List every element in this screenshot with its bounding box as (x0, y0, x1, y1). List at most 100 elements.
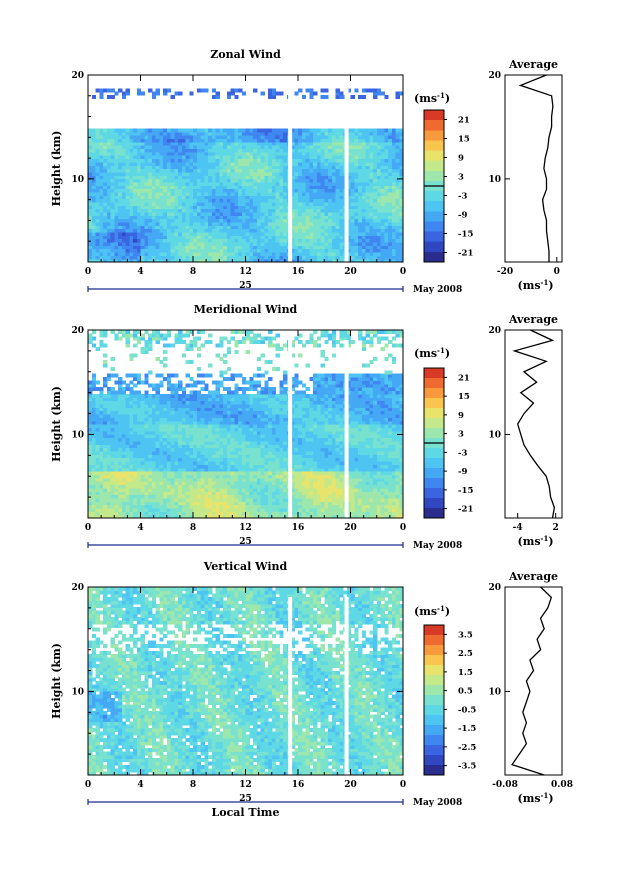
heatmap-cell (223, 205, 228, 210)
heatmap-cell (163, 424, 168, 428)
heatmap-cell (163, 88, 168, 93)
heatmap-cell (234, 211, 239, 216)
heatmap-cell (136, 494, 142, 499)
heatmap-cell (106, 491, 112, 496)
heatmap-cell (110, 258, 115, 263)
heatmap-cell (211, 158, 217, 163)
heatmap-cell (106, 128, 112, 133)
heatmap-cell (253, 215, 258, 220)
heatmap-cell (324, 131, 329, 136)
heatmap-cell (313, 228, 318, 233)
heatmap-cell (309, 138, 314, 143)
heatmap-cell (399, 131, 404, 136)
heatmap-cell (249, 195, 254, 200)
heatmap-cell (271, 201, 277, 206)
heatmap-cell (159, 131, 164, 136)
heatmap-cell (166, 158, 172, 163)
heatmap-cell (301, 155, 307, 160)
heatmap-cell (196, 225, 202, 230)
heatmap-cell (133, 511, 138, 516)
heatmap-cell (129, 481, 134, 486)
heatmap-cell (234, 175, 239, 180)
heatmap-cell (125, 211, 130, 216)
heatmap-cell (223, 165, 228, 170)
heatmap-cell (204, 205, 209, 210)
heatmap-cell (384, 221, 389, 226)
heatmap-cell (226, 181, 232, 186)
heatmap-cell (163, 413, 168, 418)
heatmap-cell (178, 471, 183, 475)
heatmap-cell (99, 410, 104, 415)
heatmap-cell (200, 477, 205, 482)
heatmap-cell (103, 427, 108, 432)
heatmap-cell (373, 128, 378, 133)
heatmap-cell (204, 158, 209, 163)
heatmap-cell (185, 333, 190, 338)
heatmap-cell (275, 195, 280, 200)
heatmap-cell (129, 221, 134, 226)
heatmap-cell (118, 407, 123, 412)
heatmap-cell (189, 158, 194, 163)
heatmap-cell (189, 457, 194, 462)
heatmap-cell (324, 128, 329, 133)
heatmap-cell (324, 225, 329, 230)
heatmap-cell (361, 88, 367, 93)
heatmap-cell (283, 225, 288, 230)
heatmap-cell (376, 191, 382, 196)
heatmap-cell (103, 221, 108, 226)
heatmap-cell (223, 255, 228, 260)
heatmap-cell (373, 171, 378, 176)
heatmap-cell (219, 208, 224, 213)
heatmap-cell (174, 393, 179, 398)
heatmap-cell (136, 148, 142, 153)
heatmap-cell (271, 88, 277, 93)
heatmap-cell (166, 491, 172, 496)
heatmap-cell (159, 248, 164, 253)
heatmap-cell (91, 188, 97, 193)
heatmap-cell (159, 467, 164, 472)
heatmap-cell (298, 155, 303, 160)
heatmap-cell (114, 175, 119, 180)
heatmap-cell (106, 471, 112, 475)
heatmap-cell (354, 245, 359, 250)
heatmap-cell (320, 178, 325, 183)
heatmap-cell (200, 131, 205, 136)
heatmap-cell (354, 148, 359, 153)
heatmap-cell (129, 218, 134, 223)
heatmap-cell (178, 494, 183, 499)
heatmap-cell (204, 231, 209, 236)
heatmap-cell (136, 188, 142, 193)
heatmap-cell (140, 251, 145, 256)
heatmap-cell (196, 198, 202, 203)
heatmap-cell (185, 397, 190, 402)
heatmap-cell (200, 417, 205, 422)
heatmap-cell (155, 235, 160, 240)
heatmap-cell (331, 138, 337, 143)
heatmap-cell (309, 198, 314, 203)
heatmap-cell (290, 208, 295, 213)
heatmap-cell (129, 427, 134, 432)
heatmap-cell (234, 188, 239, 193)
heatmap-cell (163, 181, 168, 186)
colorbar-tick-label: 21 (458, 116, 470, 126)
heatmap-cell (189, 484, 194, 489)
heatmap-cell (279, 181, 284, 186)
heatmap-cell (290, 231, 295, 236)
heatmap-cell (350, 155, 355, 160)
heatmap-cell (178, 501, 183, 506)
heatmap-cell (309, 255, 314, 260)
heatmap-cell (328, 221, 333, 226)
heatmap-cell (91, 168, 97, 173)
heatmap-cell (159, 457, 164, 462)
heatmap-cell (121, 511, 127, 516)
heatmap-cell (301, 211, 307, 216)
heatmap-cell (264, 225, 269, 230)
heatmap-cell (264, 178, 269, 183)
heatmap-cell (185, 228, 190, 233)
heatmap-cell (264, 161, 269, 166)
heatmap-cell (196, 158, 202, 163)
heatmap-cell (88, 195, 93, 200)
heatmap-cell (208, 420, 213, 425)
heatmap-cell (140, 417, 145, 422)
heatmap-cell (395, 251, 400, 256)
